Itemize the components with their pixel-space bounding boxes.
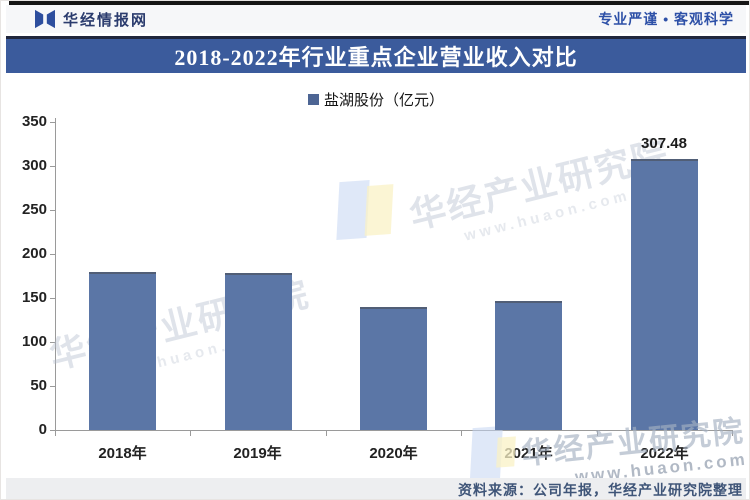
footer-band: 资料来源：公司年报，华经产业研究院整理 xyxy=(6,478,746,499)
y-axis-tick xyxy=(50,166,55,167)
y-axis-label: 150 xyxy=(21,289,47,306)
x-axis-label: 2021年 xyxy=(504,445,553,462)
y-axis-label: 50 xyxy=(30,377,47,394)
y-axis-label: 250 xyxy=(21,201,47,218)
y-axis-label: 100 xyxy=(21,333,47,350)
x-axis-tick xyxy=(55,431,56,436)
x-axis-tick xyxy=(461,431,462,436)
header-slogan: 专业严谨 • 客观科学 xyxy=(598,11,734,27)
x-axis-label: 2019年 xyxy=(233,445,282,462)
bar-2020年 xyxy=(360,307,427,430)
bar-2021年 xyxy=(495,301,562,430)
y-axis-tick xyxy=(50,342,55,343)
x-axis-label: 2020年 xyxy=(369,445,418,462)
bar-2022年 xyxy=(631,159,698,430)
y-axis-tick xyxy=(50,254,55,255)
bar-2019年 xyxy=(225,273,292,430)
y-axis xyxy=(55,118,56,431)
y-axis-label: 350 xyxy=(21,113,47,130)
x-axis-label: 2022年 xyxy=(640,445,689,462)
y-axis-tick xyxy=(50,122,55,123)
header-bar: 华经情报网 专业严谨 • 客观科学 xyxy=(6,5,746,33)
x-axis-tick xyxy=(326,431,327,436)
legend: 盐湖股份（亿元） xyxy=(1,89,749,110)
bar-2018年 xyxy=(89,272,156,430)
x-axis-tick xyxy=(597,431,598,436)
brand: 华经情报网 xyxy=(34,9,148,30)
x-axis xyxy=(55,430,733,431)
y-axis-tick xyxy=(50,386,55,387)
x-axis-label: 2018年 xyxy=(98,445,147,462)
legend-marker-icon xyxy=(307,94,319,105)
source-note: 资料来源：公司年报，华经产业研究院整理 xyxy=(458,481,743,498)
y-axis-tick xyxy=(50,430,55,431)
y-axis-label: 0 xyxy=(38,421,47,438)
y-axis-label: 200 xyxy=(21,245,47,262)
y-axis-label: 300 xyxy=(21,157,47,174)
y-axis-tick xyxy=(50,298,55,299)
chart-title: 2018-2022年行业重点企业营业收入对比 xyxy=(174,45,578,70)
top-black-bar xyxy=(9,1,749,5)
brand-name: 华经情报网 xyxy=(63,11,149,29)
x-axis-tick xyxy=(190,431,191,436)
bar-value-label: 307.48 xyxy=(641,135,687,152)
watermark-logo-center-icon xyxy=(336,179,398,241)
title-bar: 2018-2022年行业重点企业营业收入对比 xyxy=(6,36,746,73)
legend-label: 盐湖股份（亿元） xyxy=(323,92,444,109)
huajing-logo-icon xyxy=(34,9,56,29)
y-axis-tick xyxy=(50,210,55,211)
x-axis-tick xyxy=(732,431,733,436)
